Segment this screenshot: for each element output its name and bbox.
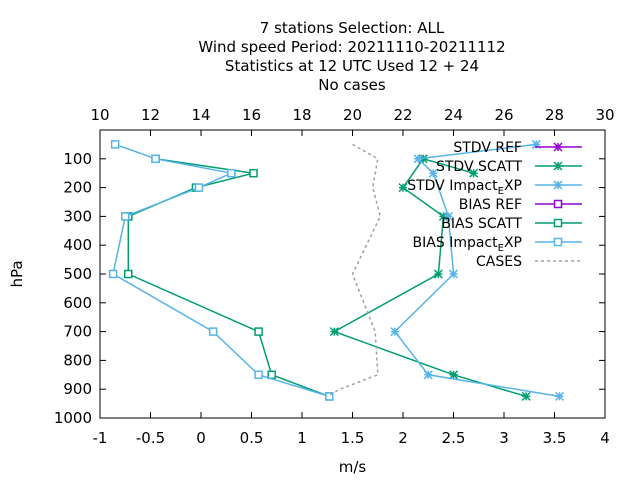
data-point — [390, 327, 400, 337]
data-point — [438, 211, 448, 221]
data-point — [469, 168, 479, 178]
data-point — [448, 370, 459, 380]
legend-marker — [553, 218, 563, 228]
legend-marker — [553, 161, 563, 171]
x2-tick-label: 14 — [191, 106, 210, 124]
x-tick-label: -0.5 — [136, 429, 165, 447]
data-point — [151, 154, 160, 164]
data-point — [398, 183, 408, 193]
series-group — [108, 139, 565, 401]
legend-label: BIAS ImpactEXP — [413, 235, 522, 254]
x2-tick-label: 28 — [545, 106, 564, 124]
series-line — [127, 158, 330, 398]
x-tick-label: 3.5 — [543, 429, 567, 447]
x2-tick-label: 24 — [444, 106, 463, 124]
data-point — [208, 327, 218, 336]
data-point — [433, 269, 443, 279]
x-tick-label: 2.5 — [442, 429, 466, 447]
series-4 — [124, 154, 334, 401]
legend-label: CASES — [476, 254, 522, 270]
y-tick-label: 700 — [63, 323, 92, 341]
legend-marker — [553, 180, 563, 190]
data-point — [267, 370, 276, 380]
series-2 — [390, 139, 565, 401]
data-point — [254, 327, 263, 336]
x-tick-label: -1 — [93, 429, 108, 447]
x-axis-label: m/s — [339, 458, 367, 476]
title-line: No cases — [318, 76, 386, 94]
y-axis: 100 200 300 400 500 600 700 800 900 1000 — [54, 150, 605, 427]
legend-marker — [553, 237, 563, 247]
x2-tick-label: 16 — [242, 106, 261, 124]
legend-marker — [553, 199, 563, 209]
x2-tick-label: 10 — [90, 106, 109, 124]
x-tick-label: 1 — [297, 429, 307, 447]
series-line — [326, 143, 382, 398]
legend-marker — [553, 142, 563, 152]
series-line — [112, 143, 330, 398]
x-tick-label: 2 — [398, 429, 408, 447]
title-line: 7 stations Selection: ALL — [260, 19, 445, 37]
legend-label: STDV REF — [453, 140, 522, 156]
data-point — [124, 269, 133, 279]
x2-tick-label: 20 — [343, 106, 362, 124]
x-tick-label: 0 — [196, 429, 206, 447]
y-tick-label: 1000 — [54, 409, 92, 427]
y-tick-label: 900 — [63, 380, 92, 398]
x-tick-label: 3 — [499, 429, 509, 447]
y-tick-label: 300 — [63, 207, 92, 225]
data-point — [423, 370, 433, 380]
data-point — [521, 391, 531, 401]
data-point — [413, 154, 423, 164]
series-5 — [108, 140, 334, 401]
x2-tick-label: 18 — [292, 106, 311, 124]
x-tick-label: 1.5 — [341, 429, 365, 447]
legend-label: BIAS SCATT — [441, 216, 522, 232]
data-point — [448, 269, 459, 279]
y-axis-label: hPa — [8, 260, 26, 287]
x2-tick-label: 12 — [141, 106, 160, 124]
data-point — [428, 168, 438, 178]
x-axis-bottom: -1 -0.5 0 0.5 1 1.5 2 2.5 3 3.5 4 — [93, 412, 610, 447]
x2-tick-label: 26 — [494, 106, 513, 124]
legend-label: STDV SCATT — [436, 159, 522, 175]
data-point — [108, 269, 118, 279]
y-tick-label: 100 — [63, 150, 92, 168]
data-point — [329, 327, 339, 337]
data-point — [249, 168, 258, 178]
y-tick-label: 800 — [63, 351, 92, 369]
data-point — [227, 168, 236, 178]
legend-label: STDV ImpactEXP — [407, 178, 522, 197]
data-point — [555, 391, 565, 401]
x2-tick-label: 22 — [393, 106, 412, 124]
x-axis-top: 10 12 14 16 18 20 22 24 26 28 30 — [90, 106, 615, 136]
data-point — [121, 212, 130, 221]
data-point — [443, 211, 453, 221]
data-point — [194, 183, 204, 192]
title-line: Wind speed Period: 20211110-20211112 — [198, 38, 505, 56]
y-tick-label: 200 — [63, 179, 92, 197]
y-tick-label: 600 — [63, 294, 92, 312]
series-6 — [326, 143, 382, 398]
y-tick-label: 400 — [63, 236, 92, 254]
x-tick-label: 0.5 — [240, 429, 264, 447]
data-point — [531, 139, 541, 149]
series-line — [332, 157, 527, 398]
title-line: Statistics at 12 UTC Used 12 + 24 — [225, 57, 479, 75]
legend-label: BIAS REF — [459, 197, 522, 213]
x2-tick-label: 30 — [595, 106, 614, 124]
data-point — [325, 392, 334, 401]
y-tick-label: 500 — [63, 265, 92, 283]
data-point — [254, 370, 263, 380]
x-tick-label: 4 — [600, 429, 610, 447]
data-point — [110, 140, 120, 149]
